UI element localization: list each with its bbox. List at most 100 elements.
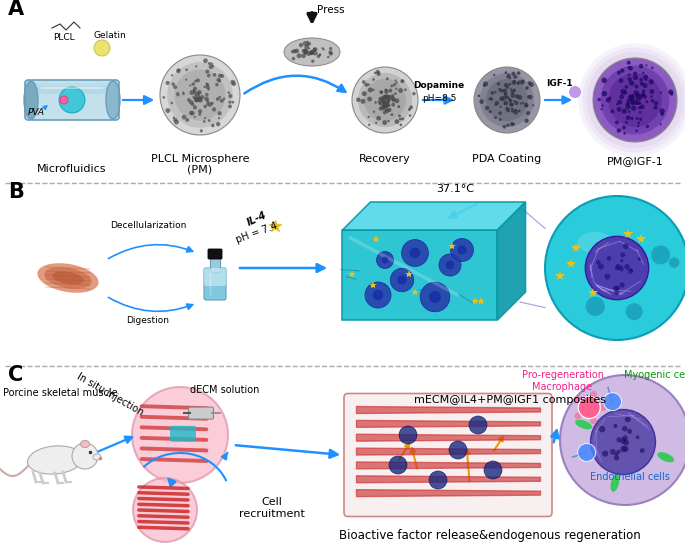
Circle shape: [388, 108, 392, 112]
Circle shape: [303, 49, 308, 54]
Circle shape: [636, 435, 639, 439]
Circle shape: [388, 94, 390, 97]
Circle shape: [211, 102, 214, 105]
Circle shape: [590, 391, 597, 397]
Circle shape: [312, 47, 318, 52]
Circle shape: [633, 75, 638, 80]
Circle shape: [374, 72, 377, 74]
Circle shape: [634, 90, 639, 96]
Circle shape: [651, 67, 653, 69]
Circle shape: [307, 42, 311, 46]
Circle shape: [367, 97, 372, 102]
Circle shape: [640, 81, 644, 86]
Circle shape: [506, 107, 508, 109]
Circle shape: [223, 97, 225, 100]
Circle shape: [523, 102, 525, 104]
Circle shape: [520, 80, 525, 85]
Circle shape: [388, 88, 393, 92]
Circle shape: [364, 79, 406, 121]
Circle shape: [477, 94, 480, 97]
Circle shape: [630, 102, 633, 105]
Circle shape: [607, 256, 611, 261]
Circle shape: [316, 55, 321, 58]
Circle shape: [399, 118, 401, 121]
Circle shape: [669, 257, 680, 268]
Circle shape: [615, 266, 619, 270]
Circle shape: [510, 108, 514, 110]
Circle shape: [381, 104, 386, 109]
Circle shape: [190, 111, 195, 115]
Circle shape: [620, 69, 625, 73]
Circle shape: [384, 90, 388, 94]
Circle shape: [499, 118, 502, 121]
Circle shape: [219, 96, 221, 98]
Circle shape: [643, 95, 647, 99]
Circle shape: [167, 62, 233, 128]
Circle shape: [386, 99, 390, 103]
Circle shape: [600, 108, 603, 110]
Circle shape: [303, 49, 308, 53]
Circle shape: [628, 66, 633, 70]
Text: Bioactive factor release&endogenous regeneration: Bioactive factor release&endogenous rege…: [339, 530, 641, 543]
Circle shape: [382, 257, 388, 263]
Circle shape: [625, 102, 630, 106]
Circle shape: [189, 85, 191, 87]
Circle shape: [638, 257, 641, 261]
Circle shape: [398, 115, 401, 117]
Circle shape: [390, 268, 414, 292]
Circle shape: [614, 290, 619, 295]
Circle shape: [382, 106, 386, 110]
Circle shape: [616, 128, 621, 133]
Circle shape: [527, 81, 532, 85]
Circle shape: [621, 438, 626, 444]
Circle shape: [166, 81, 170, 85]
Circle shape: [385, 103, 388, 106]
Circle shape: [636, 93, 640, 97]
Circle shape: [506, 74, 511, 78]
Circle shape: [362, 91, 366, 96]
Circle shape: [382, 102, 385, 105]
Circle shape: [384, 94, 388, 98]
Circle shape: [310, 52, 312, 55]
Circle shape: [582, 48, 685, 152]
Circle shape: [206, 84, 209, 87]
Polygon shape: [94, 40, 110, 56]
Circle shape: [327, 56, 329, 58]
Circle shape: [636, 97, 640, 101]
Circle shape: [390, 96, 395, 101]
Circle shape: [384, 97, 388, 101]
Circle shape: [408, 108, 411, 111]
FancyBboxPatch shape: [208, 249, 222, 259]
Circle shape: [620, 259, 623, 263]
Circle shape: [627, 66, 630, 69]
Circle shape: [386, 102, 390, 105]
Circle shape: [160, 55, 240, 135]
Circle shape: [173, 116, 175, 119]
Circle shape: [308, 47, 310, 50]
Circle shape: [645, 124, 649, 128]
Circle shape: [59, 87, 85, 113]
Circle shape: [642, 72, 645, 74]
Circle shape: [211, 123, 214, 127]
Circle shape: [604, 274, 610, 280]
Text: Gelatin: Gelatin: [94, 31, 126, 40]
Circle shape: [490, 98, 493, 100]
Text: Digestion: Digestion: [127, 316, 169, 325]
Circle shape: [506, 107, 510, 111]
Circle shape: [412, 92, 416, 96]
Circle shape: [601, 78, 607, 83]
Circle shape: [196, 98, 200, 102]
Circle shape: [631, 94, 634, 98]
Circle shape: [578, 396, 600, 418]
Circle shape: [575, 396, 582, 403]
Circle shape: [627, 61, 631, 64]
Circle shape: [203, 86, 206, 88]
Text: recruitment: recruitment: [239, 509, 305, 519]
Ellipse shape: [38, 263, 99, 293]
Circle shape: [386, 95, 388, 98]
Circle shape: [645, 100, 649, 103]
Circle shape: [642, 90, 645, 93]
Circle shape: [631, 105, 636, 111]
Circle shape: [319, 54, 321, 56]
Circle shape: [216, 97, 220, 101]
